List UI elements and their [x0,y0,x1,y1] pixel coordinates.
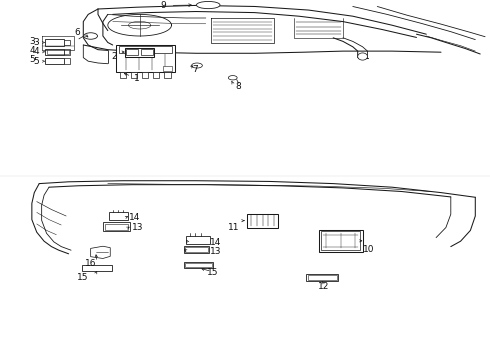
Ellipse shape [192,63,202,68]
Bar [318,230,363,252]
Bar [308,275,337,280]
Bar [116,45,175,72]
Bar [82,265,112,271]
Bar [142,72,148,78]
Bar [45,58,64,64]
Text: 4: 4 [30,46,35,55]
Text: 3: 3 [33,38,39,47]
Text: 16: 16 [85,259,96,269]
Bar [321,231,360,250]
Text: 7: 7 [192,65,198,74]
Bar [126,49,138,55]
Bar [186,236,210,244]
Bar [64,58,70,64]
Bar [103,222,130,231]
Text: 1: 1 [134,74,140,83]
Bar [64,49,70,55]
Bar [184,262,213,268]
Bar [64,40,70,45]
Text: 2: 2 [111,52,117,61]
Bar [45,39,64,46]
Bar [153,72,160,78]
Text: 8: 8 [235,82,241,91]
Bar [119,46,172,53]
Bar [163,66,172,71]
Text: 11: 11 [228,223,239,232]
Text: 15: 15 [76,273,88,282]
Bar [109,212,128,220]
Bar [131,72,137,78]
Bar [185,247,208,252]
Bar [45,49,64,55]
Text: 15: 15 [207,269,219,277]
Text: 13: 13 [210,247,221,256]
Text: 3: 3 [29,37,35,46]
Text: 12: 12 [318,282,329,292]
Text: 13: 13 [132,223,144,232]
Bar [120,72,126,78]
Bar [125,48,154,57]
Bar [184,246,209,253]
Bar [247,214,278,228]
Text: 14: 14 [129,213,141,222]
Bar [141,49,153,55]
Bar [306,274,338,281]
Ellipse shape [84,33,98,39]
Text: 10: 10 [363,245,374,253]
Bar [105,224,128,230]
Polygon shape [91,246,110,258]
Text: 5: 5 [33,57,39,66]
Bar [164,72,171,78]
Circle shape [358,53,368,60]
Text: 5: 5 [29,55,35,64]
Ellipse shape [196,1,220,9]
Text: 14: 14 [210,238,221,247]
Ellipse shape [228,76,237,80]
Text: 4: 4 [34,48,39,57]
Text: 9: 9 [161,1,167,10]
Text: 6: 6 [74,28,80,37]
Bar [185,263,212,267]
